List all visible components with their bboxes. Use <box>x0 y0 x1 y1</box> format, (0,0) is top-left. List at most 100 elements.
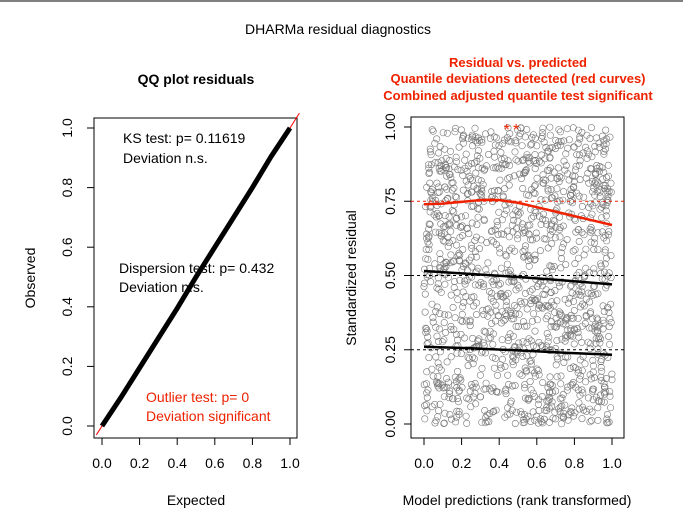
rv-point <box>434 382 442 390</box>
rv-point <box>470 293 478 301</box>
rv-point <box>452 330 460 338</box>
rv-point <box>468 293 476 301</box>
qq-y-axis: 0.0 0.2 0.4 0.6 0.8 1.0 <box>59 118 94 436</box>
rv-point <box>553 323 561 331</box>
rv-point <box>519 318 527 326</box>
rv-point <box>558 278 566 286</box>
rv-point <box>552 223 560 231</box>
rv-point <box>603 415 611 423</box>
rv-point <box>508 221 516 229</box>
rv-point <box>493 388 501 396</box>
rv-point <box>433 209 441 217</box>
rv-point <box>456 374 464 382</box>
rv-point <box>571 166 579 174</box>
rv-y-tick-label: 1.00 <box>382 113 398 140</box>
rv-point <box>594 178 602 186</box>
rv-point <box>607 179 615 187</box>
rv-point <box>521 246 529 254</box>
rv-point <box>547 317 555 325</box>
rv-point <box>440 319 448 327</box>
rv-point <box>590 269 598 277</box>
rv-point <box>448 395 456 403</box>
rv-point <box>600 398 608 406</box>
qq-x-tick-label: 0.8 <box>243 455 263 471</box>
rv-point <box>481 419 489 427</box>
rv-point <box>450 208 458 216</box>
rv-point <box>433 202 441 210</box>
rv-point <box>504 371 512 379</box>
rv-point <box>575 405 583 413</box>
rv-point <box>505 278 513 286</box>
rv-point <box>560 157 568 165</box>
rv-point <box>606 388 614 396</box>
rv-point <box>592 134 600 142</box>
rv-point <box>451 128 459 136</box>
qq-x-axis: 0.0 0.2 0.4 0.6 0.8 1.0 <box>92 438 300 471</box>
rv-point <box>528 133 536 141</box>
rv-point <box>424 333 432 341</box>
rv-point <box>575 287 583 295</box>
rv-point <box>598 275 606 283</box>
rv-point <box>598 132 606 140</box>
rv-point <box>598 367 606 375</box>
rv-point <box>524 257 532 265</box>
rv-point <box>565 411 573 419</box>
rv-point <box>497 149 505 157</box>
rv-point <box>435 384 443 392</box>
rv-point <box>600 168 608 176</box>
rv-point <box>597 398 605 406</box>
rv-point <box>499 160 507 168</box>
rv-point <box>436 250 444 258</box>
rv-point <box>535 338 543 346</box>
rv-point <box>472 233 480 241</box>
outlier-test-text: Outlier test: p= 0 <box>146 389 249 405</box>
rv-point <box>511 148 519 156</box>
rv-point <box>519 352 527 360</box>
rv-point <box>455 410 463 418</box>
rv-point <box>531 181 539 189</box>
rv-point <box>465 256 473 264</box>
rv-point <box>440 336 448 344</box>
rv-point <box>496 361 504 369</box>
rv-point <box>547 231 555 239</box>
rv-point <box>484 259 492 267</box>
rv-point <box>473 152 481 160</box>
rv-point <box>450 163 458 171</box>
rv-point <box>478 136 486 144</box>
qq-y-tick-label: 0.2 <box>59 356 75 376</box>
rv-point <box>501 185 509 193</box>
rv-point <box>586 298 594 306</box>
rv-point <box>494 186 502 194</box>
rv-point <box>539 343 547 351</box>
rv-point <box>502 385 510 393</box>
rv-point <box>547 288 555 296</box>
rv-point <box>459 131 467 139</box>
rv-point <box>510 301 518 309</box>
rv-point <box>531 190 539 198</box>
rv-point <box>600 383 608 391</box>
qq-plot: QQ plot residuals 0.0 0.2 0.4 0.6 0.8 1.0 0.0… <box>22 71 300 508</box>
rv-point <box>541 196 549 204</box>
rv-point <box>592 177 600 185</box>
rv-point <box>557 249 565 257</box>
rv-point <box>579 403 587 411</box>
rv-point <box>423 407 431 415</box>
rv-point <box>578 338 586 346</box>
rv-point <box>580 231 588 239</box>
rv-point <box>595 397 603 405</box>
rv-point <box>556 309 564 317</box>
rv-point <box>503 411 511 419</box>
rv-point <box>442 258 450 266</box>
rv-point <box>544 396 552 404</box>
rv-point <box>533 160 541 168</box>
rv-point <box>474 337 482 345</box>
rv-point <box>524 251 532 259</box>
rv-point <box>511 419 519 427</box>
rv-point <box>531 255 539 263</box>
rv-point <box>596 260 604 268</box>
rv-point <box>434 280 442 288</box>
rv-point <box>445 390 453 398</box>
rv-point <box>443 358 451 366</box>
rv-point <box>541 155 549 163</box>
rv-point <box>571 260 579 268</box>
